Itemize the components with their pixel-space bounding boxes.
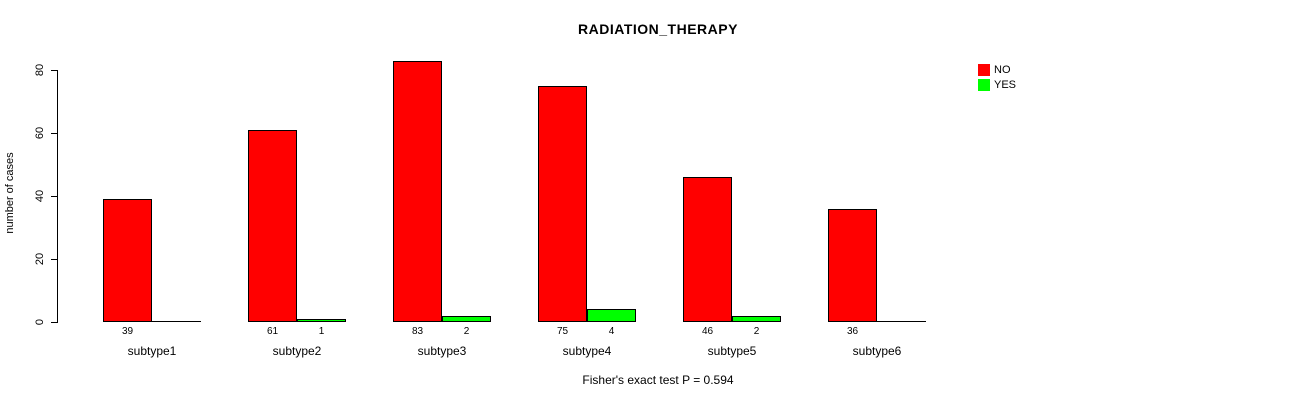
legend-swatch-no-icon [978, 63, 990, 76]
bar-yes-subtype1 [152, 321, 201, 322]
bar-value-label-no-subtype2: 61 [266, 326, 279, 337]
caption: Fisher's exact test P = 0.594 [582, 373, 734, 387]
bar-yes-subtype4 [587, 309, 636, 322]
category-label-subtype1: subtype1 [127, 344, 177, 358]
bar-no-subtype3 [393, 61, 442, 322]
bar-value-label-no-subtype4: 75 [556, 326, 569, 337]
y-tick-label-20: 20 [34, 252, 46, 266]
bar-yes-subtype2 [297, 319, 346, 322]
legend: NO YES [978, 62, 1016, 92]
bar-value-label-no-subtype5: 46 [701, 326, 714, 337]
category-label-subtype3: subtype3 [417, 344, 467, 358]
y-tick-label-60: 60 [34, 126, 46, 140]
legend-item-no: NO [978, 62, 1016, 77]
bar-value-label-yes-subtype5: 2 [753, 326, 760, 337]
bar-yes-subtype5 [732, 316, 781, 322]
legend-swatch-yes-icon [978, 78, 990, 91]
bar-value-label-no-subtype3: 83 [411, 326, 424, 337]
bar-no-subtype1 [103, 199, 152, 322]
y-tick-label-0: 0 [34, 318, 46, 326]
y-tick-20 [51, 259, 57, 260]
bar-yes-subtype6 [877, 321, 926, 322]
bar-yes-subtype3 [442, 316, 491, 322]
y-tick-label-80: 80 [34, 63, 46, 77]
bar-no-subtype5 [683, 177, 732, 322]
y-tick-40 [51, 196, 57, 197]
legend-label-yes: YES [994, 78, 1017, 91]
bar-value-label-no-subtype6: 36 [846, 326, 859, 337]
bar-no-subtype4 [538, 86, 587, 322]
category-label-subtype4: subtype4 [562, 344, 612, 358]
y-tick-label-40: 40 [34, 189, 46, 203]
chart-title: RADIATION_THERAPY [578, 21, 738, 37]
bar-no-subtype2 [248, 130, 297, 322]
category-label-subtype6: subtype6 [852, 344, 902, 358]
legend-item-yes: YES [978, 77, 1016, 92]
y-tick-60 [51, 133, 57, 134]
bar-value-label-no-subtype1: 39 [121, 326, 134, 337]
y-axis [57, 70, 58, 323]
y-tick-0 [51, 322, 57, 323]
y-axis-label: number of cases [4, 152, 16, 234]
y-tick-80 [51, 70, 57, 71]
legend-label-no: NO [994, 63, 1011, 76]
bar-value-label-yes-subtype2: 1 [318, 326, 325, 337]
bar-value-label-yes-subtype3: 2 [463, 326, 470, 337]
bar-no-subtype6 [828, 209, 877, 322]
bar-value-label-yes-subtype4: 4 [608, 326, 615, 337]
category-label-subtype2: subtype2 [272, 344, 322, 358]
category-label-subtype5: subtype5 [707, 344, 757, 358]
